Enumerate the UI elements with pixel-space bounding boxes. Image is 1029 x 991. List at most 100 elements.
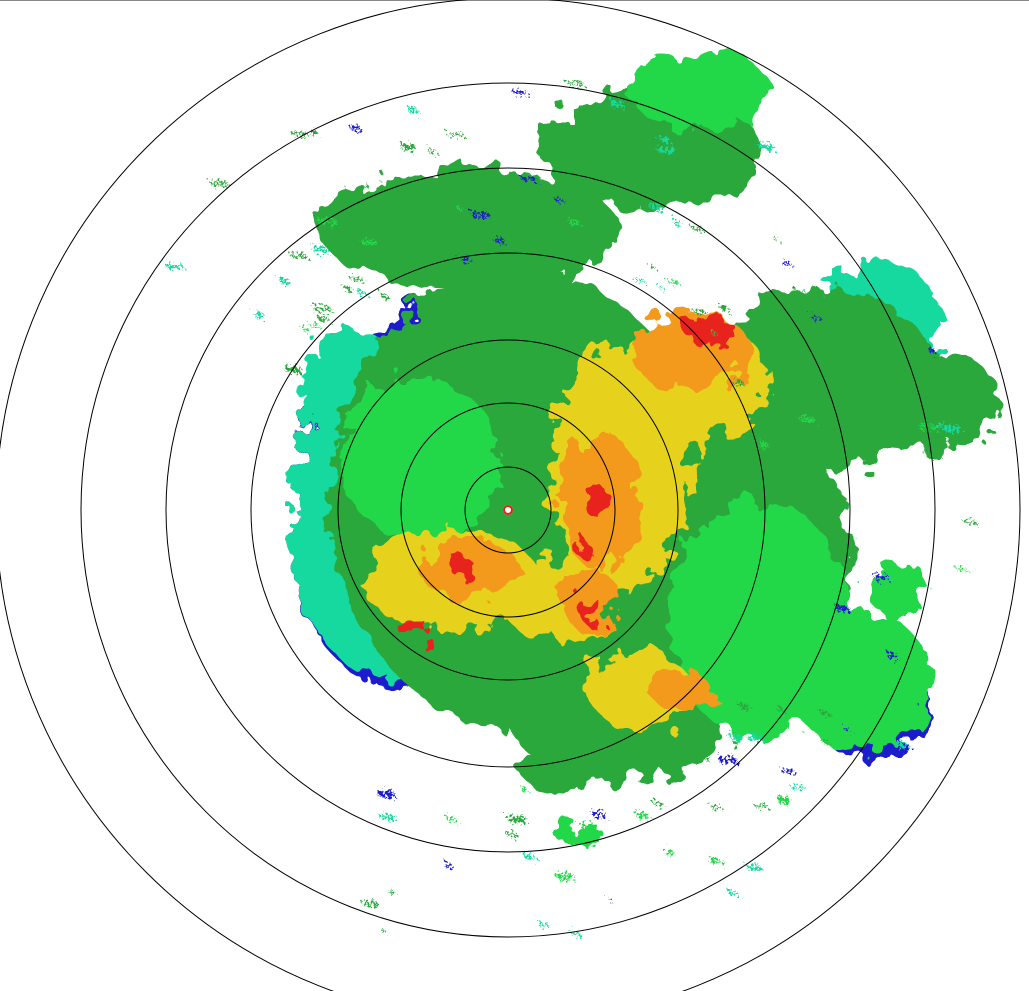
echo-speckle [963, 520, 977, 524]
echo-speckle [759, 308, 767, 312]
echo-speckle [310, 130, 317, 136]
range-ring [165, 167, 851, 853]
echo-speckle [582, 138, 590, 143]
precipitation-echoes [166, 50, 1000, 936]
echo-speckle [581, 824, 596, 830]
echo-speckle [739, 704, 750, 709]
echo-speckle [592, 812, 607, 817]
echo-cell [590, 650, 690, 730]
echo-speckle [692, 227, 703, 231]
echo-cell [340, 380, 500, 540]
echo-speckle [636, 813, 649, 818]
echo-cell [585, 482, 605, 518]
echo-speckle [506, 833, 518, 837]
echo-speckle [658, 287, 665, 290]
echo-speckle [310, 324, 321, 328]
echo-speckle [361, 240, 377, 245]
echo-speckle [825, 312, 836, 318]
echo-speckle [166, 264, 184, 269]
echo-speckle [350, 126, 361, 130]
echo-speckle [606, 897, 613, 901]
echo-speckle [471, 212, 489, 218]
echo-speckle [556, 873, 573, 880]
echo-speckle [773, 237, 778, 240]
echo-speckle [711, 806, 723, 809]
echo-speckle [754, 805, 769, 808]
echo-speckle [742, 724, 747, 728]
echo-speckle [378, 790, 394, 797]
echo-speckle [759, 442, 769, 448]
echo-speckle [445, 863, 452, 869]
echo-speckle [585, 189, 600, 196]
echo-speckle [457, 206, 462, 211]
echo-speckle [255, 313, 264, 318]
echo-speckle [822, 740, 829, 744]
echo-cell [520, 750, 600, 790]
echo-speckle [381, 293, 389, 299]
echo-speckle [654, 801, 662, 806]
echo-speckle [811, 316, 822, 320]
echo-speckle [658, 147, 675, 153]
echo-speckle [777, 796, 790, 803]
echo-speckle [665, 850, 674, 856]
echo-speckle [935, 424, 946, 429]
echo-speckle [313, 247, 328, 253]
echo-speckle [727, 891, 738, 894]
echo-speckle [401, 144, 415, 150]
echo-speckle [448, 817, 456, 823]
echo-speckle [781, 770, 796, 773]
echo-speckle [343, 286, 351, 291]
echo-speckle [524, 855, 537, 859]
echo-speckle [835, 605, 849, 611]
echo-speckle [730, 735, 742, 741]
echo-speckle [735, 710, 747, 714]
echo-speckle [651, 204, 663, 211]
echo-speckle [446, 133, 464, 136]
echo-speckle [704, 757, 710, 761]
echo-speckle [610, 100, 623, 107]
echo-speckle [388, 890, 395, 894]
echo-speckle [650, 265, 655, 269]
echo-speckle [285, 366, 301, 373]
echo-speckle [350, 277, 364, 281]
echo-speckle [379, 815, 396, 820]
echo-speckle [539, 923, 550, 927]
echo-cell [320, 170, 620, 290]
range-ring [464, 466, 552, 554]
echo-speckle [356, 291, 368, 295]
echo-speckle [521, 177, 537, 181]
range-ring [400, 402, 616, 618]
echo-speckle [303, 328, 309, 332]
echo-cell [572, 535, 588, 555]
echo-cell [630, 50, 770, 130]
echo-speckle [757, 144, 774, 150]
echo-speckle [571, 932, 581, 936]
echo-speckle [460, 257, 470, 262]
echo-speckle [944, 426, 961, 432]
echo-speckle [820, 711, 830, 716]
echo-speckle [802, 290, 808, 294]
echo-cell [650, 670, 710, 710]
echo-speckle [280, 277, 289, 284]
echo-speckle [895, 741, 907, 748]
echo-speckle [781, 262, 792, 266]
echo-speckle [747, 865, 761, 871]
echo-speckle [955, 568, 967, 571]
echo-speckle [513, 90, 528, 95]
echo-cell [860, 350, 1000, 450]
echo-speckle [800, 417, 815, 422]
echo-speckle [818, 641, 827, 644]
echo-speckle [929, 349, 935, 353]
echo-speckle [667, 281, 679, 284]
echo-speckle [926, 453, 940, 458]
top-border [0, 0, 1029, 1]
range-ring [337, 339, 679, 681]
echo-cell [685, 315, 735, 345]
echo-speckle [639, 138, 655, 144]
echo-cell [555, 825, 605, 845]
echo-speckle [536, 197, 545, 200]
echo-speckle [768, 417, 778, 420]
